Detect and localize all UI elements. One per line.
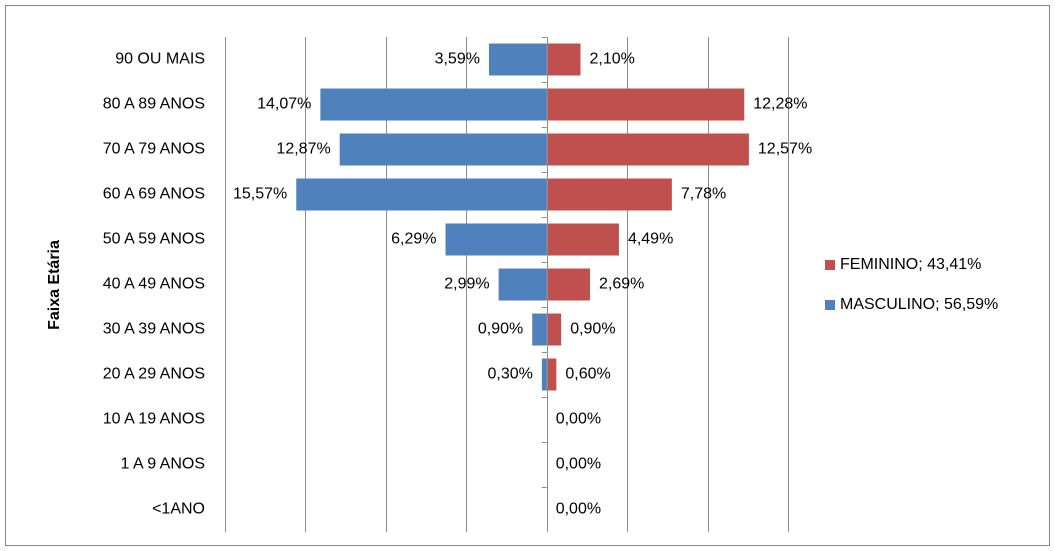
y-tick-label: 70 A 79 ANOS: [103, 141, 205, 158]
value-label: 4,49%: [628, 231, 673, 248]
value-label: 0,30%: [488, 366, 533, 383]
bar: [546, 268, 590, 301]
value-label: 7,78%: [681, 186, 726, 203]
bar: [546, 178, 672, 211]
value-label: 0,00%: [556, 501, 601, 518]
bar: [546, 223, 619, 256]
value-label: 0,90%: [570, 321, 615, 338]
bar: [445, 223, 547, 256]
bar: [498, 268, 547, 301]
y-tick-label: 10 A 19 ANOS: [103, 411, 205, 428]
value-label: 0,60%: [565, 366, 610, 383]
y-tick-label: 60 A 69 ANOS: [103, 186, 205, 203]
legend-swatch: [825, 260, 835, 270]
bar: [546, 358, 557, 391]
y-tick-label: 1 A 9 ANOS: [121, 456, 206, 473]
y-tick-label: 50 A 59 ANOS: [103, 231, 205, 248]
y-tick-label: 90 OU MAIS: [115, 51, 205, 68]
value-label: 2,99%: [444, 276, 489, 293]
value-label: 2,69%: [599, 276, 644, 293]
bar: [546, 43, 581, 76]
bar: [339, 133, 547, 166]
bar: [296, 178, 547, 211]
value-label: 12,87%: [276, 141, 330, 158]
y-axis-label: Faixa Etária: [46, 240, 63, 330]
value-label: 0,00%: [556, 411, 601, 428]
bar: [546, 313, 562, 346]
legend-label: FEMININO; 43,41%: [840, 256, 981, 273]
legend-label: MASCULINO; 56,59%: [840, 296, 998, 313]
bar: [546, 88, 745, 121]
y-tick-label: 20 A 29 ANOS: [103, 366, 205, 383]
value-label: 12,57%: [758, 141, 812, 158]
y-tick-label: 80 A 89 ANOS: [103, 96, 205, 113]
bar: [532, 313, 547, 346]
value-label: 0,90%: [478, 321, 523, 338]
value-label: 3,59%: [435, 51, 480, 68]
bar: [488, 43, 547, 76]
value-label: 0,00%: [556, 456, 601, 473]
y-tick-label: 30 A 39 ANOS: [103, 321, 205, 338]
value-label: 2,10%: [589, 51, 634, 68]
bar: [546, 133, 749, 166]
y-tick-label: <1ANO: [152, 501, 205, 518]
value-label: 6,29%: [391, 231, 436, 248]
value-label: 14,07%: [257, 96, 311, 113]
bar: [320, 88, 547, 121]
value-label: 12,28%: [753, 96, 807, 113]
value-label: 15,57%: [233, 186, 287, 203]
y-tick-label: 40 A 49 ANOS: [103, 276, 205, 293]
bar: [541, 358, 547, 391]
legend-swatch: [825, 300, 835, 310]
